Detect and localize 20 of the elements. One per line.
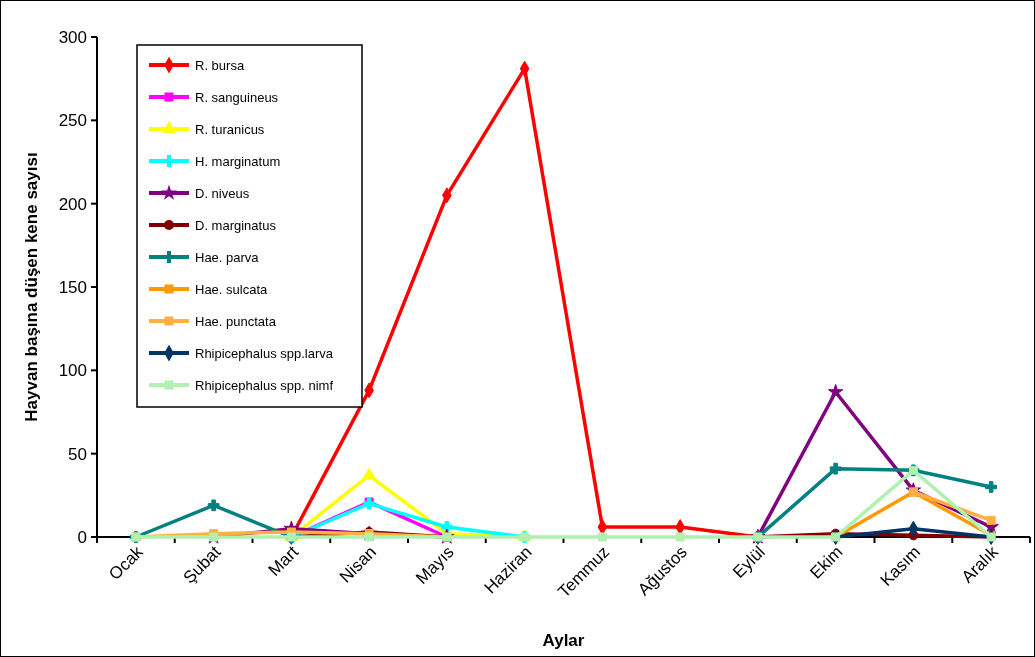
- y-tick-label: 250: [58, 111, 87, 131]
- x-axis-title: Aylar: [542, 631, 585, 650]
- y-axis-title: Hayvan başına düşen kene sayısı: [22, 152, 41, 422]
- y-tick-label: 300: [58, 27, 87, 47]
- legend-label: D. marginatus: [195, 217, 277, 233]
- y-tick-label: 50: [68, 444, 87, 464]
- y-tick-label: 100: [58, 361, 87, 381]
- legend-label: R. bursa: [195, 57, 245, 73]
- legend-label: R. sanguineus: [195, 89, 279, 105]
- legend-label: Rhipicephalus spp. nimf: [195, 377, 334, 393]
- y-tick-label: 150: [58, 277, 87, 297]
- legend-label: D. niveus: [195, 185, 250, 201]
- legend-label: Hae. sulcata: [195, 281, 269, 297]
- legend-label: Hae. parva: [195, 249, 260, 265]
- legend-label: H. marginatum: [195, 153, 281, 169]
- legend-label: Rhipicephalus spp.larva: [195, 345, 334, 361]
- legend-label: Hae. punctata: [195, 313, 277, 329]
- legend-label: R. turanicus: [195, 121, 265, 137]
- y-tick-label: 200: [58, 194, 87, 214]
- y-tick-label: 0: [77, 527, 87, 547]
